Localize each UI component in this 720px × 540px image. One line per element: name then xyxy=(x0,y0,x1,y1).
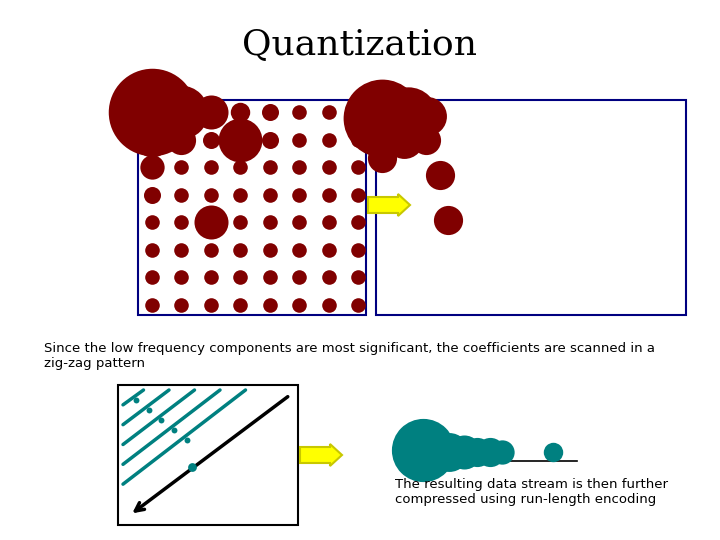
Point xyxy=(264,218,276,227)
Point xyxy=(264,163,276,172)
Point xyxy=(176,191,187,199)
Point xyxy=(377,154,388,163)
Point xyxy=(398,134,410,143)
Point xyxy=(205,135,217,144)
Point xyxy=(176,163,187,172)
Point xyxy=(352,135,364,144)
Point xyxy=(264,191,276,199)
Point xyxy=(421,112,433,120)
Point xyxy=(444,448,455,456)
Point xyxy=(418,446,429,454)
Point xyxy=(352,191,364,199)
Text: Since the low frequency components are most significant, the coefficients are sc: Since the low frequency components are m… xyxy=(44,342,655,370)
Point xyxy=(176,107,187,116)
Point xyxy=(264,273,276,282)
Bar xyxy=(138,100,366,315)
Point xyxy=(205,107,217,116)
Point xyxy=(235,273,246,282)
Point xyxy=(471,448,482,456)
Point xyxy=(146,135,158,144)
Point xyxy=(146,191,158,199)
Point xyxy=(547,448,559,456)
Point xyxy=(235,246,246,254)
Point xyxy=(176,246,187,254)
Point xyxy=(352,301,364,309)
Bar xyxy=(376,100,686,315)
Point xyxy=(458,448,469,456)
Point xyxy=(442,215,454,224)
Point xyxy=(205,218,217,227)
Point xyxy=(146,246,158,254)
Point xyxy=(176,273,187,282)
Text: Quantization: Quantization xyxy=(243,28,477,62)
Point xyxy=(293,163,305,172)
Point xyxy=(485,448,496,456)
Point xyxy=(293,273,305,282)
Point xyxy=(293,107,305,116)
FancyArrow shape xyxy=(300,444,342,466)
Point xyxy=(205,301,217,309)
Point xyxy=(293,246,305,254)
Point xyxy=(420,136,432,144)
Point xyxy=(235,107,246,116)
Point xyxy=(143,406,154,414)
Point xyxy=(130,396,142,404)
Point xyxy=(377,114,388,123)
Point xyxy=(323,163,334,172)
Point xyxy=(264,135,276,144)
Point xyxy=(235,191,246,199)
Point xyxy=(352,163,364,172)
Point xyxy=(181,435,192,444)
Point xyxy=(293,301,305,309)
Point xyxy=(168,426,180,434)
Point xyxy=(323,218,334,227)
Point xyxy=(205,273,217,282)
Point xyxy=(205,163,217,172)
Point xyxy=(352,218,364,227)
Point xyxy=(352,107,364,116)
Bar xyxy=(118,385,298,525)
Point xyxy=(146,301,158,309)
Point xyxy=(235,135,246,144)
Point xyxy=(293,135,305,144)
Point xyxy=(146,273,158,282)
Point xyxy=(186,463,198,471)
Point xyxy=(382,134,393,143)
Point xyxy=(402,112,414,120)
Point xyxy=(264,246,276,254)
Point xyxy=(293,191,305,199)
Point xyxy=(176,301,187,309)
Point xyxy=(176,135,187,144)
Point xyxy=(323,301,334,309)
Point xyxy=(156,415,167,424)
Point xyxy=(264,301,276,309)
Point xyxy=(323,273,334,282)
Point xyxy=(323,135,334,144)
Point xyxy=(146,163,158,172)
Point xyxy=(205,246,217,254)
Point xyxy=(496,448,508,456)
Point xyxy=(235,163,246,172)
Point xyxy=(176,218,187,227)
Point xyxy=(352,273,364,282)
Point xyxy=(323,246,334,254)
Point xyxy=(146,107,158,116)
Point xyxy=(293,218,305,227)
Point xyxy=(434,171,446,179)
Point xyxy=(146,218,158,227)
Point xyxy=(323,191,334,199)
Point xyxy=(235,301,246,309)
Point xyxy=(352,246,364,254)
Text: The resulting data stream is then further
compressed using run-length encoding: The resulting data stream is then furthe… xyxy=(395,478,668,506)
Point xyxy=(264,107,276,116)
Point xyxy=(323,107,334,116)
FancyArrow shape xyxy=(368,194,410,216)
Point xyxy=(205,191,217,199)
Point xyxy=(235,218,246,227)
